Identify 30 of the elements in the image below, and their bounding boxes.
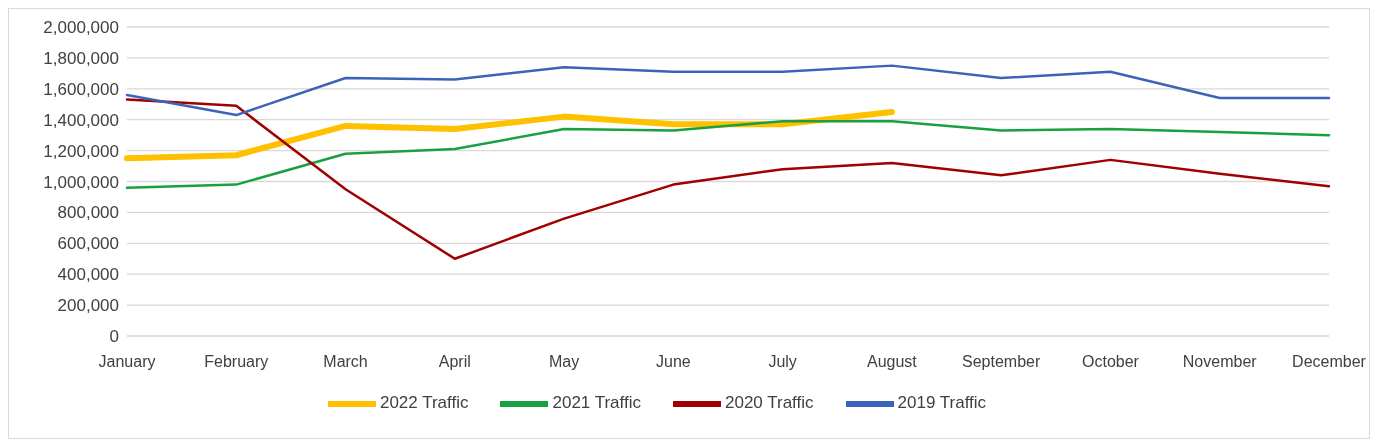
legend-label: 2021 Traffic [552,393,641,413]
x-tick-label: August [867,353,918,371]
y-tick-label: 1,800,000 [43,48,119,68]
line-series [125,98,1331,260]
x-tick-label: July [768,353,797,371]
y-tick-label: 600,000 [57,234,119,254]
x-tick-label: May [548,353,580,371]
line-series [125,64,1331,117]
x-tick-label: March [323,353,368,371]
legend-label: 2019 Traffic [897,393,987,413]
y-tick-label: 1,600,000 [43,79,119,99]
y-tick-label: 1,400,000 [43,110,119,130]
x-tick-label: November [1182,353,1258,371]
x-tick-label: February [204,353,269,371]
y-tick-label: 800,000 [57,203,119,223]
legend-label: 2022 Traffic [379,393,469,413]
y-tick-label: 0 [109,327,119,347]
x-tick-label: January [98,353,156,371]
y-tick-label: 1,200,000 [43,141,119,161]
line-series [125,120,1331,189]
x-tick-label: June [656,353,691,371]
x-tick-label: October [1081,353,1140,371]
y-tick-label: 1,000,000 [43,172,119,192]
y-tick-label: 400,000 [57,265,119,285]
y-tick-label: 200,000 [57,296,119,316]
x-tick-label: December [1292,353,1367,371]
y-tick-label: 2,000,000 [43,18,119,38]
legend-label: 2020 Traffic [725,393,814,413]
x-tick-label: September [962,353,1041,371]
x-tick-label: April [438,353,471,371]
